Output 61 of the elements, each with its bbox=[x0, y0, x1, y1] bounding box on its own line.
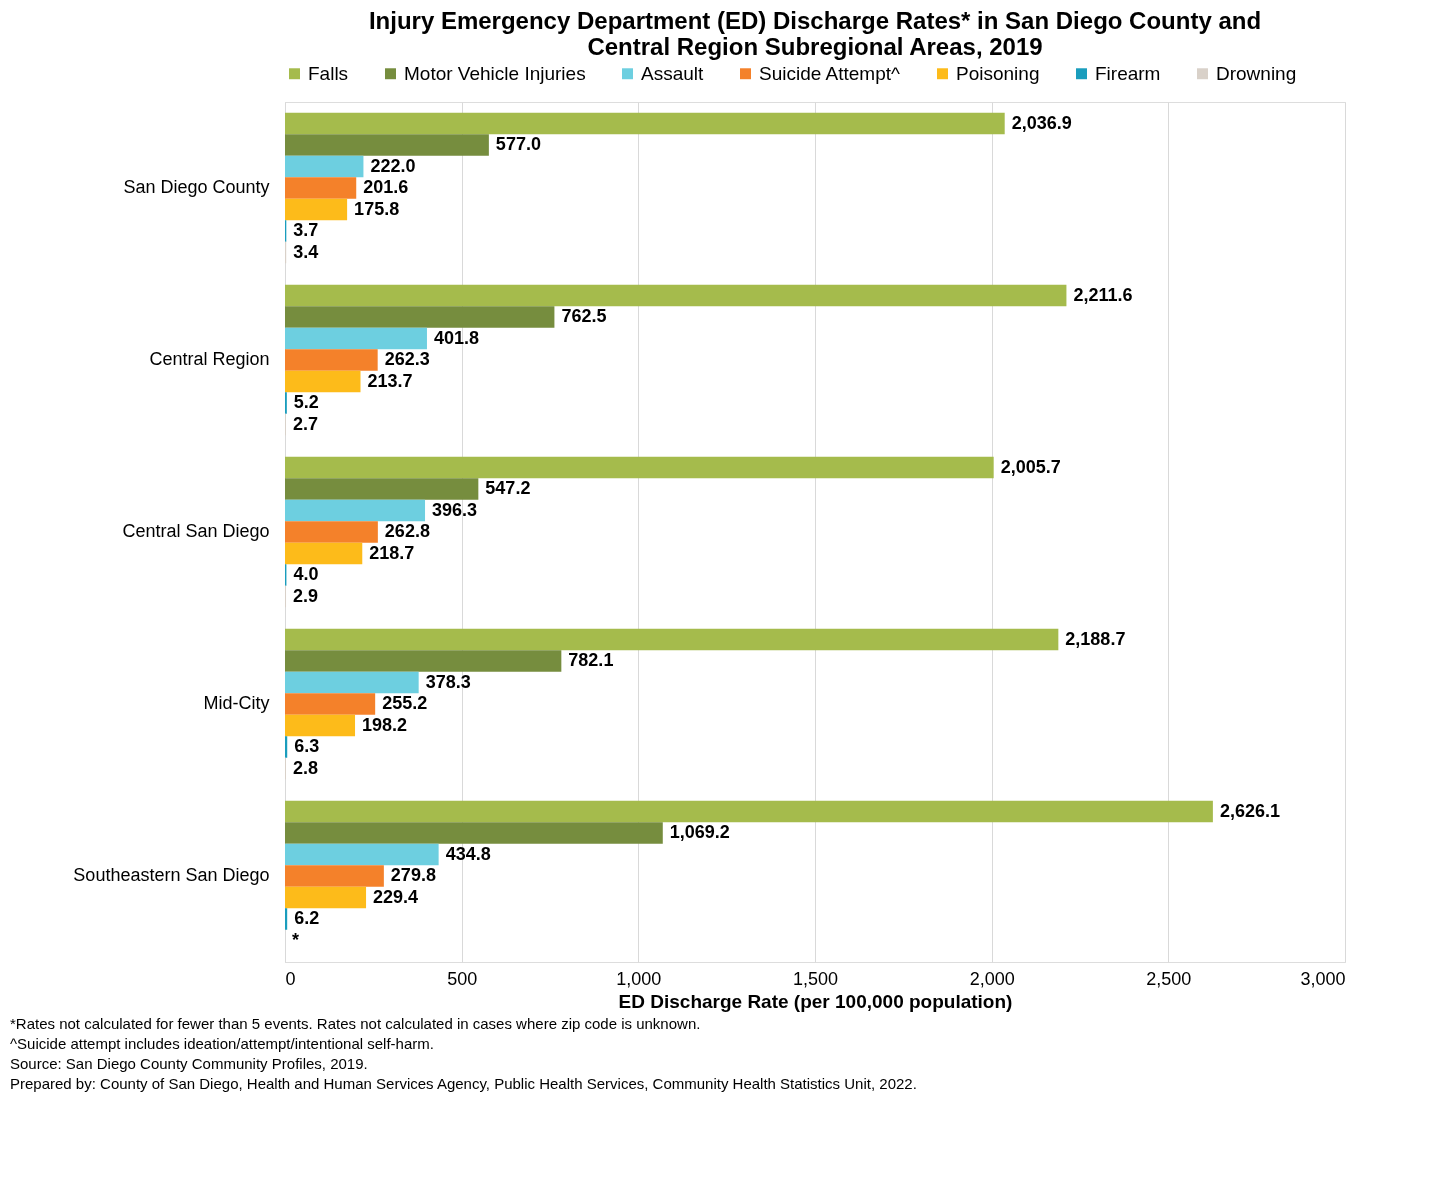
y-tick-label: Southeastern San Diego bbox=[73, 865, 270, 885]
x-tick-label: 1,000 bbox=[616, 968, 662, 989]
data-label: 198.2 bbox=[362, 714, 408, 735]
legend-label: Motor Vehicle Injuries bbox=[404, 62, 586, 84]
data-label: 262.8 bbox=[384, 521, 430, 541]
data-label: 229.4 bbox=[373, 886, 419, 907]
x-tick-label: 0 bbox=[285, 968, 296, 989]
legend-label: Firearm bbox=[1095, 62, 1161, 84]
x-tick-label: 2,000 bbox=[969, 968, 1015, 989]
data-label: 222.0 bbox=[370, 155, 416, 176]
data-label: 2,036.9 bbox=[1011, 112, 1072, 133]
data-label: 547.2 bbox=[485, 478, 531, 498]
data-label: 396.3 bbox=[432, 499, 478, 520]
data-label: 577.0 bbox=[495, 134, 541, 154]
x-axis-title: ED Discharge Rate (per 100,000 population) bbox=[618, 990, 1013, 1012]
legend-label: Suicide Attempt^ bbox=[759, 62, 901, 84]
data-label: 378.3 bbox=[425, 671, 471, 692]
data-label: 201.6 bbox=[363, 177, 409, 197]
data-label: 401.8 bbox=[433, 327, 480, 348]
data-label: 1,069.2 bbox=[669, 822, 730, 842]
data-label: 2,626.1 bbox=[1219, 800, 1280, 821]
data-label: 279.8 bbox=[390, 865, 436, 885]
text: ^Suicide attempt includes ideation/attempt/intentional self-harm. bbox=[10, 1035, 434, 1052]
data-label: 3.4 bbox=[293, 241, 319, 262]
text: Central Region Subregional Areas, 2019 bbox=[587, 33, 1043, 60]
data-label: 4.0 bbox=[293, 564, 319, 584]
text: *Rates not calculated for fewer than 5 events. Rates not calculated in cases where zip code is unknown. bbox=[10, 1015, 701, 1032]
y-tick-label: Mid-City bbox=[203, 693, 270, 713]
data-label: 782.1 bbox=[568, 650, 614, 670]
legend-label: Assault bbox=[641, 62, 705, 84]
data-label: 2,211.6 bbox=[1073, 284, 1133, 305]
legend-label: Drowning bbox=[1216, 62, 1297, 84]
source-note: Source: San Diego County Community Profiles, 2019. bbox=[10, 1055, 368, 1072]
data-label: 213.7 bbox=[367, 370, 413, 391]
data-label: 6.3 bbox=[294, 736, 320, 756]
text: Injury Emergency Department (ED) Discharge Rates* in San Diego County and bbox=[368, 7, 1262, 34]
data-label: 218.7 bbox=[369, 542, 415, 563]
data-label: 262.3 bbox=[384, 349, 430, 369]
data-label: 2,005.7 bbox=[1000, 456, 1061, 477]
y-tick-label: Central San Diego bbox=[122, 521, 270, 541]
data-label: 762.5 bbox=[561, 306, 607, 326]
data-label: 6.2 bbox=[294, 908, 320, 928]
data-label: 255.2 bbox=[382, 693, 428, 713]
y-tick-label: San Diego County bbox=[123, 177, 270, 197]
text: * bbox=[292, 929, 300, 950]
data-label: 2.7 bbox=[292, 413, 318, 434]
x-tick-label: 3,000 bbox=[1300, 968, 1346, 989]
y-tick-label: Central Region bbox=[149, 349, 270, 369]
data-label: 434.8 bbox=[445, 843, 491, 864]
legend-label: Falls bbox=[308, 62, 349, 84]
x-tick-label: 500 bbox=[447, 968, 478, 989]
data-label: 175.8 bbox=[354, 198, 400, 219]
text: Prepared by: County of San Diego, Health and Human Services Agency, Public Health Services, Community Health Statistics Unit, 2022. bbox=[10, 1075, 917, 1092]
data-label: 3.7 bbox=[293, 220, 319, 240]
x-tick-label: 2,500 bbox=[1146, 968, 1192, 989]
data-label: 2.9 bbox=[293, 585, 319, 606]
data-label: 2,188.7 bbox=[1065, 628, 1126, 649]
data-label: 5.2 bbox=[293, 392, 319, 412]
x-tick-label: 1,500 bbox=[792, 968, 839, 989]
data-label: 2.8 bbox=[292, 757, 319, 778]
legend-label: Poisoning bbox=[956, 62, 1040, 84]
